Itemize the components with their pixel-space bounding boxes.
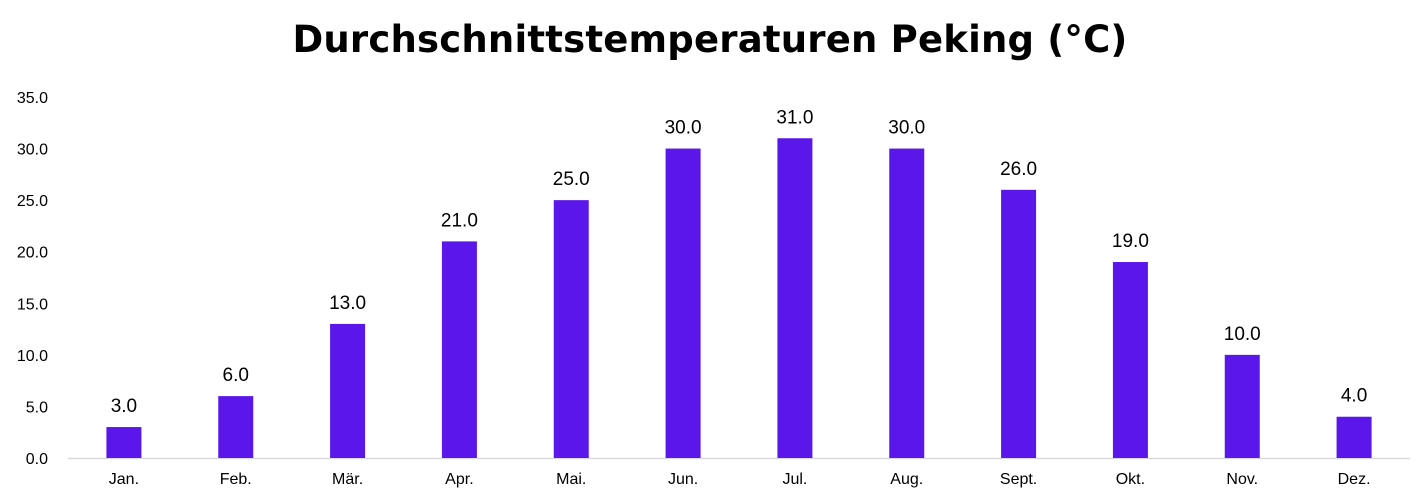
bar — [441, 241, 477, 458]
y-tick-label: 0.0 — [26, 451, 48, 468]
y-tick-label: 15.0 — [17, 296, 48, 313]
data-label: 25.0 — [553, 169, 590, 190]
data-label: 21.0 — [441, 210, 478, 231]
bar — [1001, 189, 1037, 459]
bar — [889, 148, 925, 459]
bar — [1336, 416, 1372, 458]
x-category-label: Aug. — [890, 471, 923, 488]
data-label: 6.0 — [223, 365, 249, 386]
bar — [1112, 262, 1148, 458]
bar — [665, 148, 701, 459]
bar — [1224, 354, 1260, 458]
x-category-label: Mär. — [332, 471, 363, 488]
x-category-label: Okt. — [1116, 471, 1145, 488]
chart-title: Durchschnittstemperaturen Peking (°C) — [292, 18, 1128, 61]
x-category-label: Jan. — [109, 471, 139, 488]
y-tick-label: 10.0 — [17, 348, 48, 365]
x-category-label: Feb. — [220, 471, 252, 488]
x-category-label: Apr. — [445, 471, 473, 488]
y-tick-label: 25.0 — [17, 193, 48, 210]
y-tick-label: 30.0 — [17, 142, 48, 159]
bar — [330, 323, 366, 458]
bar — [777, 138, 813, 458]
data-label: 30.0 — [665, 118, 702, 139]
x-category-label: Jul. — [782, 471, 807, 488]
data-label: 19.0 — [1112, 231, 1149, 252]
x-category-label: Dez. — [1338, 471, 1371, 488]
y-tick-label: 5.0 — [26, 399, 48, 416]
y-tick-label: 20.0 — [17, 245, 48, 262]
data-label: 13.0 — [329, 293, 366, 314]
data-label: 26.0 — [1000, 159, 1037, 180]
x-category-label: Jun. — [668, 471, 698, 488]
data-label: 4.0 — [1341, 386, 1367, 407]
data-label: 31.0 — [776, 107, 813, 128]
data-label: 10.0 — [1224, 324, 1261, 345]
bar — [218, 396, 254, 458]
x-category-label: Sept. — [1000, 471, 1037, 488]
x-category-label: Nov. — [1226, 471, 1258, 488]
x-category-label: Mai. — [556, 471, 586, 488]
bar — [106, 427, 142, 458]
data-label: 3.0 — [111, 396, 137, 417]
y-tick-label: 35.0 — [17, 90, 48, 107]
bar — [553, 200, 589, 458]
data-label: 30.0 — [888, 118, 925, 139]
